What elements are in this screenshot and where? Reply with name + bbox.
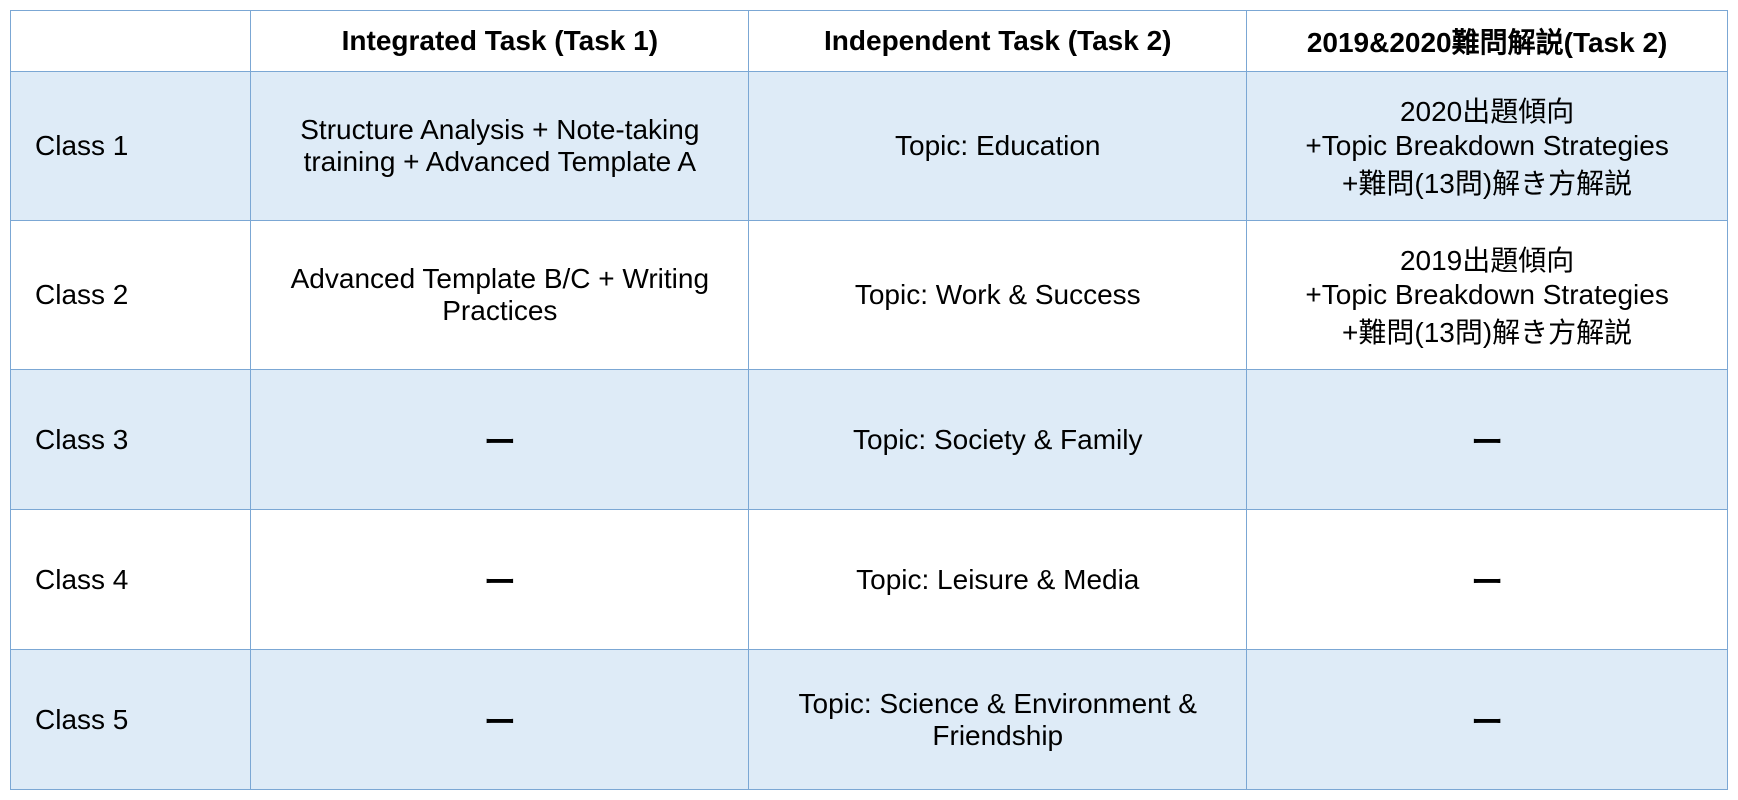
cell: ー <box>251 510 749 650</box>
cell: Topic: Society & Family <box>749 370 1247 510</box>
row-label: Class 3 <box>11 370 251 510</box>
dash-icon: ー <box>484 564 516 600</box>
table-row: Class 3 ー Topic: Society & Family ー <box>11 370 1728 510</box>
cell: Topic: Education <box>749 72 1247 221</box>
cell: ー <box>1247 370 1728 510</box>
table-body: Class 1Structure Analysis + Note-taking … <box>11 72 1728 790</box>
dash-icon: ー <box>484 424 516 460</box>
cell: ー <box>251 650 749 790</box>
cell: 2020出題傾向+Topic Breakdown Strategies+難問(1… <box>1247 72 1728 221</box>
dash-icon: ー <box>1471 424 1503 460</box>
row-label: Class 5 <box>11 650 251 790</box>
cell: ー <box>251 370 749 510</box>
table-row: Class 1Structure Analysis + Note-taking … <box>11 72 1728 221</box>
cell: 2019出題傾向+Topic Breakdown Strategies+難問(1… <box>1247 221 1728 370</box>
dash-icon: ー <box>1471 704 1503 740</box>
cell: Topic: Work & Success <box>749 221 1247 370</box>
header-difficult-questions: 2019&2020難問解説(Task 2) <box>1247 11 1728 72</box>
header-empty <box>11 11 251 72</box>
dash-icon: ー <box>484 704 516 740</box>
dash-icon: ー <box>1471 564 1503 600</box>
cell: Topic: Science & Environment & Friendshi… <box>749 650 1247 790</box>
table-header-row: Integrated Task (Task 1) Independent Tas… <box>11 11 1728 72</box>
row-label: Class 1 <box>11 72 251 221</box>
cell: Topic: Leisure & Media <box>749 510 1247 650</box>
row-label: Class 2 <box>11 221 251 370</box>
cell: Advanced Template B/C + Writing Practice… <box>251 221 749 370</box>
cell: ー <box>1247 510 1728 650</box>
cell: Structure Analysis + Note-taking trainin… <box>251 72 749 221</box>
cell: ー <box>1247 650 1728 790</box>
row-label: Class 4 <box>11 510 251 650</box>
header-independent-task: Independent Task (Task 2) <box>749 11 1247 72</box>
header-integrated-task: Integrated Task (Task 1) <box>251 11 749 72</box>
table-row: Class 4 ー Topic: Leisure & Media ー <box>11 510 1728 650</box>
table-row: Class 2Advanced Template B/C + Writing P… <box>11 221 1728 370</box>
table-row: Class 5 ー Topic: Science & Environment & F… <box>11 650 1728 790</box>
curriculum-table: Integrated Task (Task 1) Independent Tas… <box>10 10 1728 790</box>
